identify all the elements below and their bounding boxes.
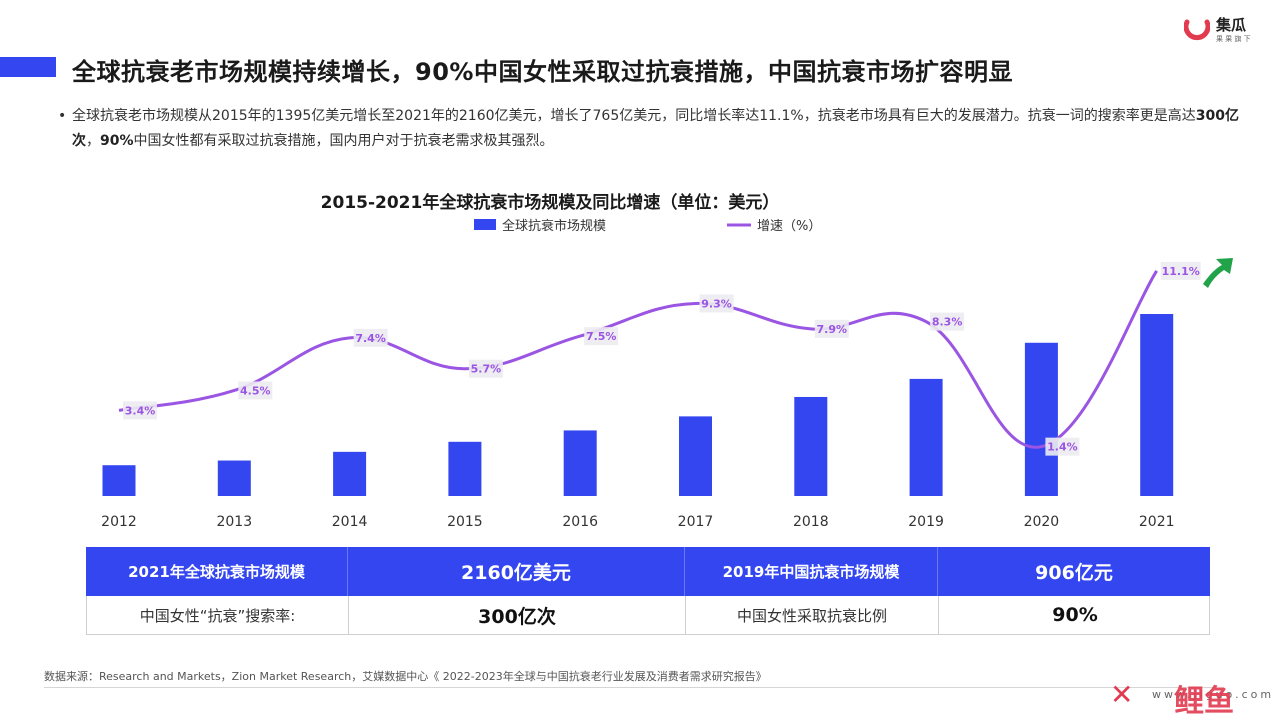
growth-label-text: 11.1% — [1162, 265, 1200, 278]
bar-2021 — [1140, 314, 1174, 496]
chart-title: 2015-2021年全球抗衰市场规模及同比增速（单位：美元） — [320, 193, 780, 213]
bullet-dot: • — [58, 108, 67, 124]
growth-labels: 3.4% 4.5% 7.4% 5.7% 7.5% 9.3% 7.9% 8.3% 1.4% 11.1… — [123, 261, 1201, 456]
bar-2019 — [909, 378, 943, 496]
growth-label-2017: 9.3% — [699, 294, 734, 313]
growth-label-2020: 1.4% — [1045, 437, 1080, 456]
growth-label-2015: 5.7% — [468, 359, 503, 378]
growth-label-2016: 7.5% — [584, 327, 619, 346]
growth-label-text: 9.3% — [701, 297, 732, 310]
summary-ratio-label: 中国女性采取抗衰比例 — [686, 596, 939, 634]
growth-label-bg — [699, 294, 734, 313]
growth-label-bg — [1160, 261, 1201, 280]
x-tick-2015: 2015 — [447, 514, 483, 530]
growth-label-text: 8.3% — [932, 316, 963, 329]
bar-2018 — [794, 396, 828, 496]
bar-2016 — [563, 430, 597, 496]
bar-2014 — [333, 451, 367, 496]
growth-label-bg — [814, 319, 849, 338]
bar-2012 — [102, 465, 136, 496]
bar-series — [102, 314, 1174, 496]
x-axis-ticks: 2012 2013 2014 2015 2016 2017 2018 2019 2020 2021 — [101, 514, 1174, 530]
growth-label-bg — [468, 359, 503, 378]
legend-bar-label: 全球抗衰市场规模 — [502, 218, 606, 234]
bullet-text-part2: ， — [86, 133, 100, 149]
growth-label-text: 5.7% — [471, 363, 502, 376]
summary-row-2: 中国女性“抗衰”搜索率: 300亿次 中国女性采取抗衰比例 90% — [86, 596, 1210, 634]
growth-label-bg — [930, 312, 965, 331]
bullet-text-part3: 中国女性都有采取过抗衰措施，国内用户对于抗衰老需求极其强烈。 — [133, 133, 554, 149]
x-tick-2017: 2017 — [678, 514, 714, 530]
x-tick-2020: 2020 — [1024, 514, 1060, 530]
summary-china-label: 2019年中国抗衰市场规模 — [685, 547, 938, 596]
growth-label-2018: 7.9% — [814, 319, 849, 338]
growth-label-bg — [123, 401, 157, 420]
bar-2015 — [448, 441, 482, 496]
bar-2013 — [217, 460, 251, 496]
chart-legend: 全球抗衰市场规模 增速（%） — [474, 218, 821, 234]
bullet-text-part1: 全球抗衰老市场规模从2015年的1395亿美元增长至2021年的2160亿美元，… — [72, 108, 1196, 124]
growth-label-2012: 3.4% — [123, 401, 157, 420]
x-tick-2018: 2018 — [793, 514, 829, 530]
x-tick-2021: 2021 — [1139, 514, 1175, 530]
x-tick-2016: 2016 — [562, 514, 598, 530]
summary-china-value: 906亿元 — [1035, 562, 1113, 584]
market-chart: 全球抗衰市场规模 增速（%） 2012 2013 2014 2015 2016 2017 2… — [101, 218, 1233, 530]
bar-2020 — [1024, 342, 1058, 496]
growth-label-text: 3.4% — [125, 404, 156, 417]
trend-arrow — [1203, 258, 1233, 288]
growth-label-2019: 8.3% — [930, 312, 965, 331]
brand-logo-icon — [1184, 19, 1210, 41]
brand-subtitle: 果 果 旗 下 — [1216, 35, 1251, 43]
x-tick-2013: 2013 — [216, 514, 252, 530]
summary-global-label: 2021年全球抗衰市场规模 — [86, 547, 348, 596]
brand-logo: 集瓜 果 果 旗 下 — [1184, 14, 1264, 46]
footer-mark: 鲤鱼 — [1174, 684, 1234, 719]
title-accent-bar — [0, 57, 56, 77]
growth-label-text: 4.5% — [240, 384, 271, 397]
growth-label-text: 1.4% — [1047, 441, 1078, 454]
growth-label-2021: 11.1% — [1160, 261, 1201, 280]
growth-label-bg — [584, 327, 619, 346]
page-title: 全球抗衰老市场规模持续增长，90%中国女性采取过抗衰措施，中国抗衰市场扩容明显 — [72, 58, 1013, 86]
legend-bar-swatch — [474, 219, 496, 230]
footer-url: www.jiguo.com — [1152, 688, 1275, 701]
brand-name: 集瓜 — [1216, 16, 1247, 34]
bullet-bold-percent: 90% — [100, 133, 134, 149]
footer-divider — [44, 687, 1214, 688]
bar-2017 — [679, 416, 712, 496]
growth-label-bg — [1045, 437, 1080, 456]
trend-arrow-icon — [1203, 258, 1233, 288]
growth-label-text: 7.9% — [817, 323, 848, 336]
footer-x-icon: ✕ — [1110, 678, 1134, 711]
summary-row-1: 2021年全球抗衰市场规模 2160亿美元 2019年中国抗衰市场规模 906亿… — [86, 547, 1210, 596]
legend-line-label: 增速（%） — [757, 219, 821, 234]
summary-global-value: 2160亿美元 — [348, 547, 685, 596]
growth-line — [118, 270, 1158, 449]
summary-search-label: 中国女性“抗衰”搜索率: — [87, 596, 349, 634]
growth-label-2014: 7.4% — [353, 328, 388, 347]
bullet-bold-search: 300亿次 — [72, 108, 1239, 149]
data-source: 数据来源：Research and Markets，Zion Market Re… — [44, 670, 767, 683]
x-tick-2012: 2012 — [101, 514, 137, 530]
footer-watermark: ✕ www.jiguo.com 鲤鱼 — [1110, 676, 1271, 719]
growth-label-text: 7.4% — [355, 332, 386, 345]
growth-label-bg — [238, 381, 273, 400]
bullet-text: 全球抗衰老市场规模从2015年的1395亿美元增长至2021年的2160亿美元，… — [72, 104, 1258, 154]
growth-label-2013: 4.5% — [238, 381, 273, 400]
x-tick-2019: 2019 — [908, 514, 944, 530]
summary-table: 2021年全球抗衰市场规模 2160亿美元 2019年中国抗衰市场规模 906亿… — [86, 547, 1210, 635]
summary-ratio-value: 90% — [1052, 604, 1098, 626]
summary-bullet: • 全球抗衰老市场规模从2015年的1395亿美元增长至2021年的2160亿美… — [58, 104, 1258, 154]
x-tick-2014: 2014 — [332, 514, 368, 530]
growth-label-text: 7.5% — [586, 330, 617, 343]
growth-label-bg — [353, 328, 388, 347]
summary-search-value: 300亿次 — [349, 596, 686, 634]
